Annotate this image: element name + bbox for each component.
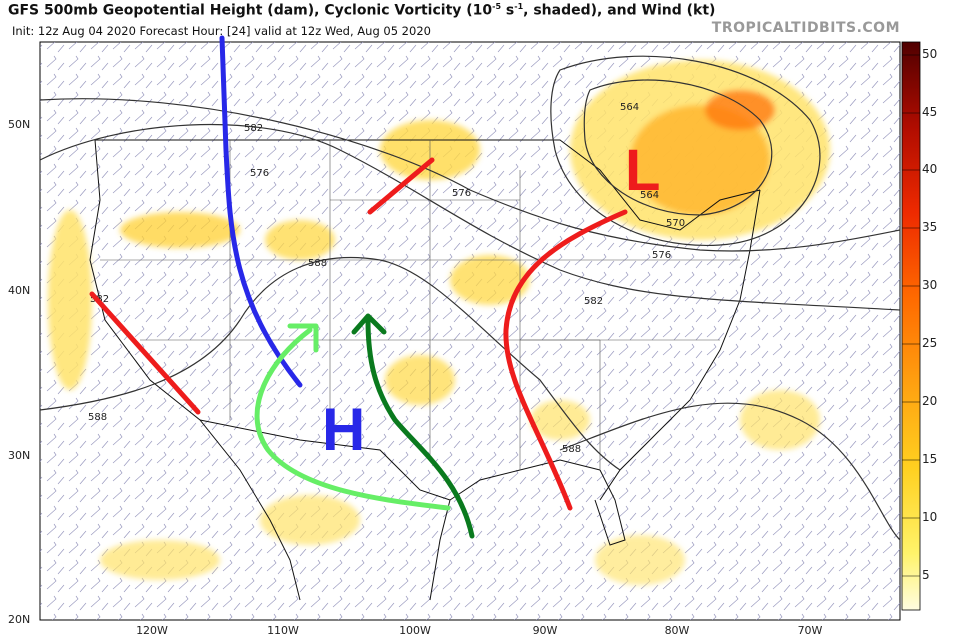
contour-label: 564	[620, 102, 639, 113]
contour-582-west	[39, 123, 901, 311]
title-exponent: -5	[492, 2, 502, 11]
lon-label: 80W	[664, 624, 690, 637]
colorbar-label: 40	[922, 162, 938, 176]
colorbar-label: 45	[922, 105, 938, 119]
map-title: GFS 500mb Geopotential Height (dam), Cyc…	[8, 2, 715, 19]
pacific-coast	[89, 139, 301, 601]
colorbar-label: 10	[922, 510, 938, 524]
light-green-arrowhead	[287, 323, 319, 353]
lat-label: 40N	[8, 284, 31, 297]
red-ridge-north	[367, 157, 435, 215]
contour-label: 576	[652, 250, 671, 261]
low-pressure-label: L	[625, 138, 660, 203]
atlantic-coast	[599, 189, 761, 501]
red-ridge-east	[503, 209, 628, 511]
contour-label: 564	[640, 190, 659, 201]
lon-label: 70W	[797, 624, 823, 637]
colorbar-label: 20	[922, 394, 938, 408]
title-rest: , shaded), and Wind (kt)	[523, 2, 716, 19]
us-canada-border	[95, 139, 761, 231]
light-green-flow-arrow	[254, 327, 451, 511]
lon-label: 90W	[532, 624, 558, 637]
florida	[594, 469, 626, 546]
colorbar-ticks	[902, 54, 920, 577]
title-text: GFS 500mb Geopotential Height (dam), Cyc…	[8, 2, 493, 19]
contour-label: 588	[88, 412, 107, 423]
gulf-coast	[429, 459, 601, 601]
dark-green-flow-arrow	[365, 317, 475, 539]
title-unit: s	[501, 2, 515, 19]
contour-576	[39, 98, 901, 252]
lat-label: 20N	[8, 613, 31, 626]
contour-label: 576	[250, 168, 269, 179]
blue-trough-line	[219, 35, 303, 388]
brand-watermark: TROPICALTIDBITS.COM	[711, 20, 900, 36]
lon-label: 110W	[267, 624, 299, 637]
lat-label: 50N	[8, 118, 31, 131]
map-subtitle: Init: 12z Aug 04 2020 Forecast Hour: [24…	[12, 24, 431, 38]
contour-570	[550, 55, 821, 247]
dark-green-arrowhead	[351, 313, 387, 335]
contour-label: 588	[308, 258, 327, 269]
colorbar-label: 15	[922, 452, 938, 466]
lat-label: 30N	[8, 449, 31, 462]
colorbar-label: 35	[922, 220, 938, 234]
lon-label: 100W	[399, 624, 431, 637]
colorbar-label: 50	[922, 47, 938, 61]
contour-564-ring	[583, 79, 773, 216]
high-pressure-label: H	[322, 396, 365, 463]
colorbar-label: 30	[922, 278, 938, 292]
geography	[89, 139, 761, 601]
contour-label: 588	[562, 444, 581, 455]
contour-label: 582	[584, 296, 603, 307]
contour-label: 582	[244, 123, 263, 134]
us-mexico-border	[199, 419, 451, 501]
contour-588-east	[559, 402, 901, 541]
contour-label: 570	[666, 218, 685, 229]
red-ridge-west	[89, 291, 201, 415]
lon-label: 120W	[136, 624, 168, 637]
title-exponent: -1	[514, 2, 524, 11]
colorbar-label: 25	[922, 336, 938, 350]
colorbar-label: 5	[922, 568, 930, 582]
height-contours	[39, 55, 901, 541]
colorbar	[901, 41, 921, 611]
contour-label: 576	[452, 188, 471, 199]
contour-588-west	[39, 256, 621, 471]
